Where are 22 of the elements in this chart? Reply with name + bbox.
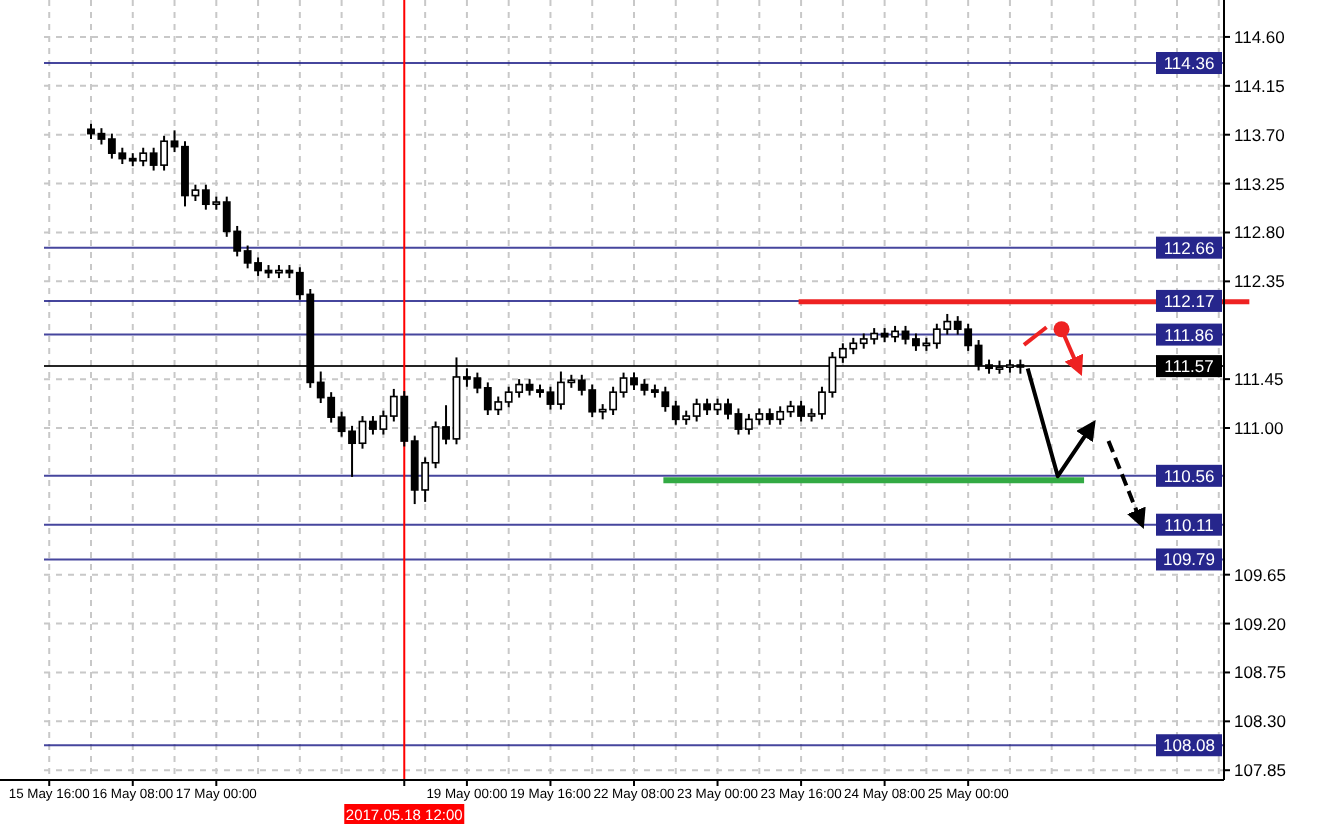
ref-line-label: 112.17	[1163, 290, 1215, 311]
y-tick-label: 111.45	[1234, 369, 1285, 390]
ref-line-label: 108.08	[1163, 735, 1216, 756]
y-tick-label: 112.35	[1234, 271, 1286, 292]
ref-line-label: 111.57	[1164, 356, 1215, 377]
ref-line-label: 110.56	[1163, 465, 1215, 486]
y-tick-label: 113.70	[1234, 124, 1286, 145]
ref-line-label: 110.11	[1164, 514, 1215, 535]
y-tick-label: 114.60	[1234, 26, 1286, 47]
y-tick-label: 112.80	[1234, 222, 1286, 243]
ref-line-label: 111.86	[1164, 324, 1215, 345]
y-tick-label: 114.15	[1234, 75, 1286, 96]
y-tick-label: 108.30	[1234, 711, 1287, 732]
ref-line-label: 112.66	[1163, 237, 1215, 258]
y-tick-label: 109.65	[1234, 564, 1287, 585]
y-tick-label: 108.75	[1234, 662, 1287, 683]
y-tick-label: 107.85	[1234, 760, 1287, 781]
y-tick-label: 113.25	[1234, 173, 1286, 194]
y-tick-label: 109.20	[1234, 613, 1287, 634]
y-tick-label: 111.00	[1234, 417, 1285, 438]
ref-line-label: 109.79	[1163, 549, 1216, 570]
ref-line-label: 114.36	[1163, 52, 1215, 73]
